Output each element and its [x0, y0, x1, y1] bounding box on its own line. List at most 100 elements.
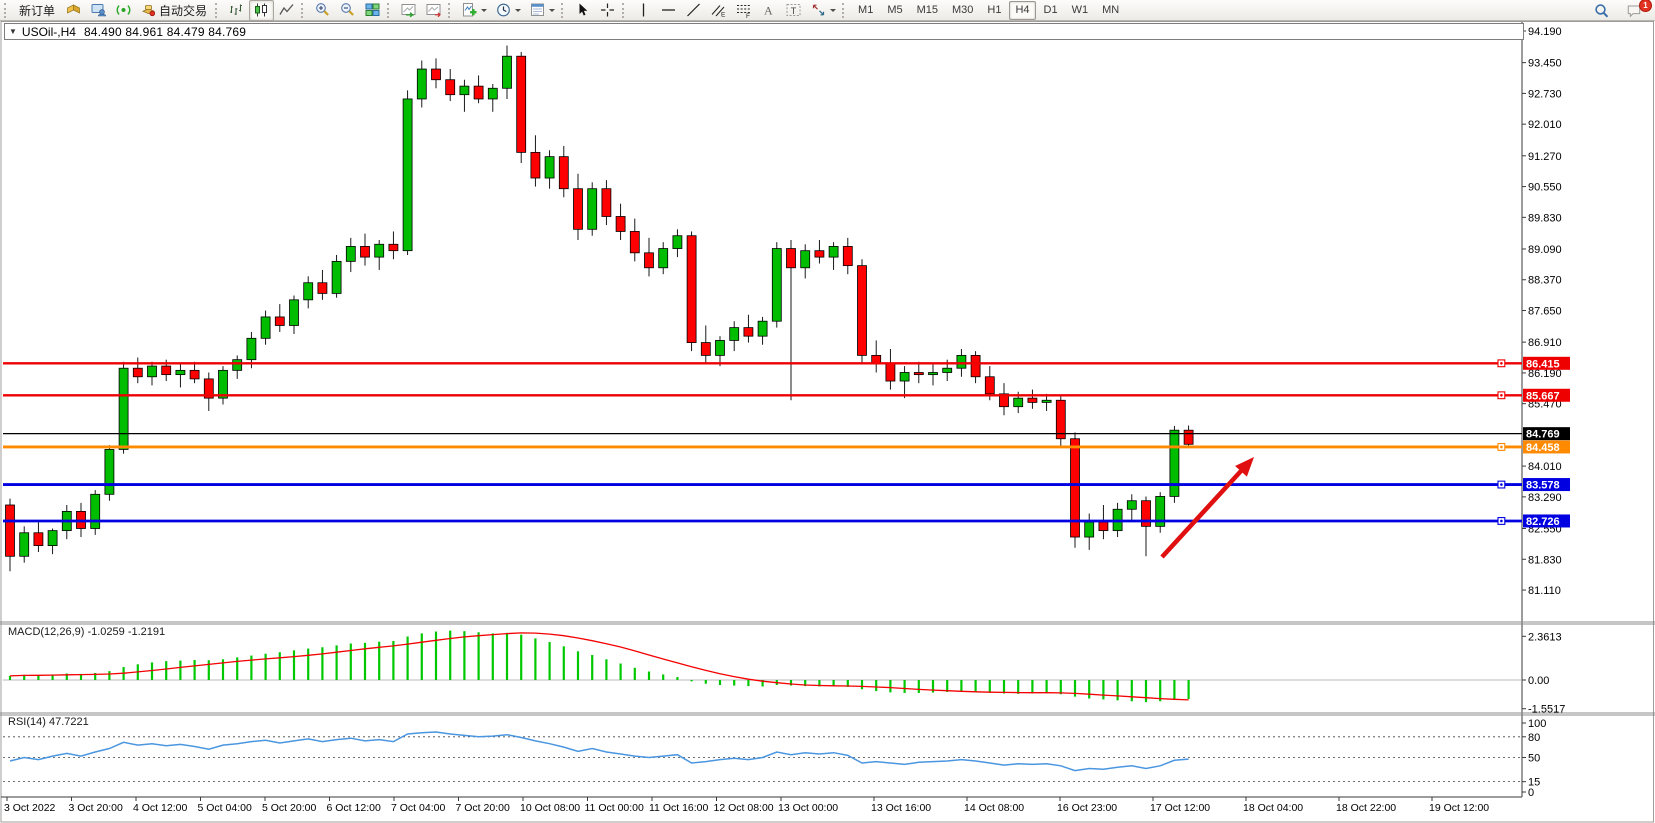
candle — [1169, 425, 1180, 503]
line-handle-dot — [1500, 393, 1503, 397]
toolbar-grip[interactable] — [561, 2, 566, 18]
notification-badge: 1 — [1639, 0, 1652, 12]
svg-text:F: F — [746, 13, 750, 18]
zoom-in-button[interactable] — [310, 0, 335, 21]
candle-body — [90, 493, 101, 529]
bar-chart-button[interactable] — [224, 0, 249, 21]
candle — [1126, 494, 1137, 523]
trend-arrow-annotation[interactable] — [1160, 457, 1254, 559]
arrow-shaft[interactable] — [1160, 469, 1243, 559]
rsi-line — [9, 731, 1189, 772]
linechart-icon — [278, 2, 295, 18]
notifications-button[interactable]: 1 — [1622, 0, 1652, 21]
candle — [928, 363, 938, 386]
candlestick-chart-button[interactable] — [249, 0, 275, 21]
macd-signal-line — [9, 632, 1189, 701]
toolbar-grip[interactable] — [387, 2, 392, 18]
candle-body — [1055, 399, 1066, 440]
timeframe-w1[interactable]: W1 — [1066, 1, 1095, 20]
candle-body — [700, 342, 711, 356]
candle-body — [260, 316, 271, 339]
time-axis[interactable]: 3 Oct 2022 3 Oct 20:00 4 Oct 12:00 5 Oct 04… — [4, 797, 1489, 814]
timeframe-mn[interactable]: MN — [1096, 1, 1125, 20]
line-handle-dot — [1500, 445, 1503, 449]
candle-body — [33, 532, 44, 546]
auto-scroll-button[interactable] — [396, 0, 421, 21]
timeframe-m1[interactable]: M1 — [852, 1, 879, 20]
horizontal-line-object[interactable] — [3, 359, 1522, 368]
price-axis[interactable]: 94.190 93.450 92.730 92.010 91.270 90.550 89.8… — [1522, 26, 1565, 799]
candle — [871, 340, 882, 373]
price-tag: 84.458 — [1523, 440, 1570, 454]
text-label-button[interactable]: T — [781, 0, 806, 21]
chart-shift-button[interactable] — [421, 0, 446, 21]
horizontal-line-object[interactable] — [3, 517, 1522, 525]
horizontal-line-object[interactable] — [3, 442, 1522, 451]
candle-body — [232, 359, 243, 371]
time-tick-label: 10 Oct 08:00 — [520, 802, 580, 814]
timeframe-m15[interactable]: M15 — [911, 1, 944, 20]
candle-body — [1183, 429, 1194, 445]
toolbar-grip[interactable] — [215, 2, 220, 18]
crosshair-button[interactable] — [595, 0, 620, 21]
toolbar-grip[interactable] — [301, 2, 306, 18]
signals-button[interactable] — [111, 0, 136, 21]
candle — [218, 366, 228, 405]
toolbar-grip[interactable] — [4, 2, 9, 18]
autotrading-button[interactable]: 自动交易 — [136, 0, 213, 21]
horizontal-line-object[interactable] — [3, 480, 1522, 489]
timeframe-d1[interactable]: D1 — [1038, 1, 1064, 20]
trendline-icon — [685, 2, 702, 18]
periods-button[interactable] — [491, 0, 525, 21]
timeframe-m5[interactable]: M5 — [881, 1, 908, 20]
toolbar-grip[interactable] — [622, 2, 627, 18]
price-tick-label: 88.370 — [1528, 275, 1562, 287]
price-tag-label: 83.578 — [1526, 480, 1560, 492]
timeframe-h1[interactable]: H1 — [981, 1, 1007, 20]
new-order-button[interactable]: 新订单 — [13, 0, 61, 21]
indicators-list-button[interactable] — [457, 0, 491, 21]
timeframe-h4[interactable]: H4 — [1009, 0, 1036, 20]
trendline-button[interactable] — [681, 0, 706, 21]
vertical-line-button[interactable] — [631, 0, 656, 21]
macd-tick-label: 0.00 — [1528, 675, 1549, 687]
horizontal-line-object[interactable] — [3, 391, 1522, 400]
text-button[interactable]: A — [756, 0, 781, 21]
candle-body — [218, 369, 228, 399]
cursor-button[interactable] — [570, 0, 595, 21]
candle — [573, 173, 583, 240]
candle-body — [246, 337, 257, 361]
fibonacci-button[interactable]: F — [731, 0, 756, 21]
candle — [303, 276, 314, 309]
price-tag-bg — [1523, 427, 1570, 441]
line-chart-button[interactable] — [274, 0, 299, 21]
equidistant-channel-button[interactable]: E — [706, 0, 731, 21]
toolbar-grip[interactable] — [842, 2, 847, 18]
timeframe-m30[interactable]: M30 — [946, 1, 979, 20]
candle-body — [19, 532, 30, 557]
svg-text:T: T — [791, 6, 797, 16]
profile-button[interactable] — [86, 0, 111, 21]
candle-body — [487, 87, 498, 100]
toolbar-grip[interactable] — [448, 2, 453, 18]
candle-body — [1155, 496, 1166, 527]
arrows-button[interactable] — [806, 0, 840, 21]
arrows-icon — [810, 2, 827, 18]
tile-windows-button[interactable] — [360, 0, 385, 21]
time-tick-label: 11 Oct 16:00 — [649, 802, 709, 814]
charts-button[interactable] — [61, 0, 86, 21]
chart-collapse-icon[interactable]: ▼ — [9, 27, 17, 36]
candle-body — [644, 252, 654, 269]
candle-body — [47, 530, 58, 546]
candle — [913, 361, 924, 384]
zoom-out-button[interactable] — [335, 0, 360, 21]
macd-histogram — [8, 630, 1190, 703]
time-tick-label: 4 Oct 12:00 — [133, 802, 187, 814]
templates-button[interactable] — [525, 0, 559, 21]
candle — [516, 51, 527, 164]
time-tick-label: 3 Oct 20:00 — [69, 802, 123, 814]
candle — [1183, 425, 1194, 448]
search-button[interactable] — [1589, 0, 1614, 21]
horizontal-line-button[interactable] — [656, 0, 681, 21]
timeframe-d1-label: D1 — [1043, 3, 1058, 16]
